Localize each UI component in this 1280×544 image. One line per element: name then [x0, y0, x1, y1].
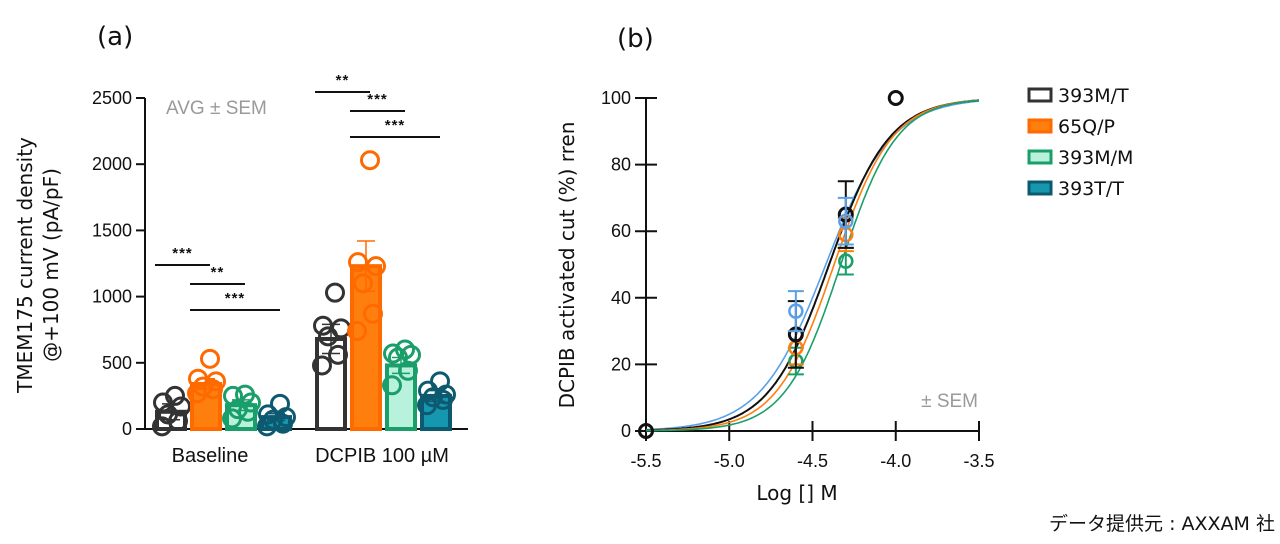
- data-point: [887, 90, 904, 106]
- category-label-dcpib: DCPIB 100 µM: [315, 445, 449, 467]
- legend-label: 393M/M: [1058, 147, 1133, 169]
- y-tick-label: 2000: [92, 154, 132, 174]
- data-point: [838, 253, 854, 269]
- data-point: [325, 282, 345, 303]
- legend-label: 393M/T: [1058, 85, 1129, 107]
- x-tick-label: -4.0: [880, 451, 911, 471]
- y-tick-label: 100: [601, 88, 631, 108]
- significance-label: **: [336, 72, 350, 89]
- category-label-baseline: Baseline: [172, 445, 249, 467]
- data-point: [382, 375, 402, 396]
- legend-label: 65Q/P: [1058, 116, 1115, 138]
- y-axis-title-line2: @+100 mV (pA/pF): [39, 168, 63, 362]
- data-point: [200, 348, 220, 369]
- bar-chart: TMEM175 current density @+100 mV (pA/pF)…: [13, 72, 468, 467]
- data-point: [383, 343, 403, 364]
- significance-label: ***: [385, 117, 406, 134]
- panel-b-label: (b): [617, 24, 654, 54]
- x-tick-label: -5.5: [630, 451, 661, 471]
- data-point: [168, 411, 188, 432]
- fit-curve: [646, 99, 980, 432]
- data-source-note: データ提供元 : AXXAM 社: [1049, 513, 1275, 535]
- legend: 393M/T 65Q/P 393M/M 393T/T: [1027, 85, 1133, 200]
- y-tick-label: 500: [102, 353, 132, 373]
- data-point: [235, 384, 255, 405]
- panel-a-label: (a): [97, 22, 133, 52]
- y-tick-label: 0: [122, 419, 132, 439]
- y-tick-label: 1000: [92, 287, 132, 307]
- avg-sem-note: AVG ± SEM: [166, 98, 267, 119]
- legend-swatch: [1027, 118, 1053, 134]
- fit-curve: [645, 100, 980, 431]
- y-axis-title-line1: TMEM175 current density: [13, 137, 37, 394]
- data-point: [312, 355, 332, 376]
- significance-label: ***: [172, 245, 193, 262]
- y-axis-title: DCPIB activated cut (%) rren: [555, 122, 579, 409]
- y-tick-label: 0: [621, 421, 631, 441]
- significance-label: ***: [367, 91, 388, 108]
- data-point: [171, 396, 191, 417]
- legend-swatch: [1027, 149, 1053, 165]
- x-tick-label: -4.5: [797, 451, 828, 471]
- x-tick-label: -3.5: [963, 451, 994, 471]
- fit-curve: [646, 99, 980, 432]
- fit-curve: [646, 99, 980, 432]
- dose-response-chart: DCPIB activated cut (%) rren Log [] M ± …: [555, 88, 995, 505]
- data-point: [360, 150, 380, 171]
- legend-swatch: [1027, 87, 1053, 103]
- data-point: [347, 321, 367, 342]
- x-tick-label: -5.0: [714, 451, 745, 471]
- data-point: [430, 371, 450, 392]
- y-tick-label: 2500: [92, 88, 132, 108]
- data-point: [328, 344, 348, 365]
- x-axis-title: Log [] M: [756, 481, 837, 505]
- sem-note: ± SEM: [921, 391, 978, 412]
- data-point: [223, 385, 243, 406]
- y-tick-label: 1500: [92, 220, 132, 240]
- data-point: [331, 318, 351, 339]
- legend-label: 393T/T: [1058, 178, 1124, 200]
- data-point: [638, 423, 654, 439]
- y-tick-label: 80: [611, 155, 631, 175]
- data-point: [363, 303, 383, 324]
- y-tick-label: 20: [611, 354, 631, 374]
- significance-label: **: [211, 264, 225, 281]
- significance-label: ***: [225, 290, 246, 307]
- y-tick-label: 60: [611, 221, 631, 241]
- data-point: [313, 315, 333, 336]
- data-point: [838, 213, 854, 229]
- data-point: [366, 256, 386, 277]
- data-point: [788, 303, 804, 319]
- data-point: [270, 393, 290, 414]
- legend-swatch: [1027, 180, 1053, 196]
- y-tick-label: 40: [611, 288, 631, 308]
